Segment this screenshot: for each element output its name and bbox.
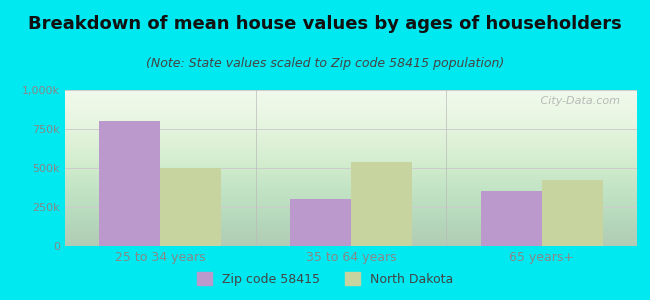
Legend: Zip code 58415, North Dakota: Zip code 58415, North Dakota [192,267,458,291]
Bar [99,121,161,246]
Text: City-Data.com: City-Data.com [537,96,620,106]
Bar [290,199,351,246]
Bar [480,191,541,246]
Text: (Note: State values scaled to Zip code 58415 population): (Note: State values scaled to Zip code 5… [146,57,504,70]
Text: Breakdown of mean house values by ages of householders: Breakdown of mean house values by ages o… [28,15,622,33]
Bar [161,168,222,246]
Bar [351,162,412,246]
Bar [541,181,603,246]
